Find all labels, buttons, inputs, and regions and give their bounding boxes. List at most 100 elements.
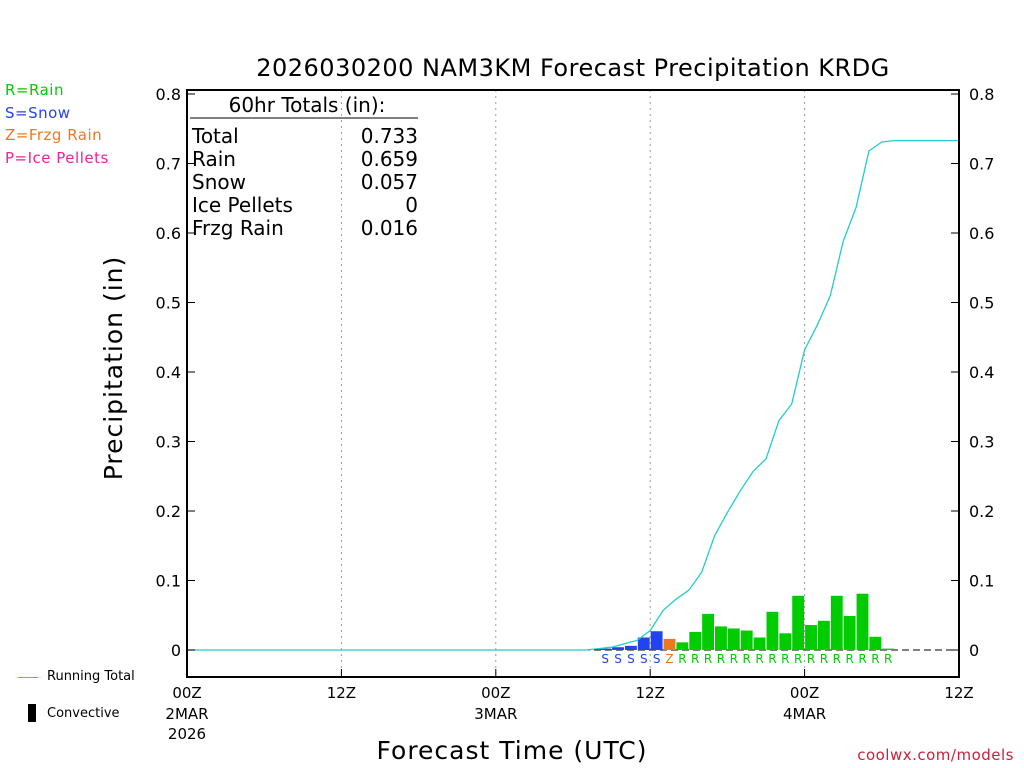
- totals-label: Frzg Rain: [192, 216, 284, 240]
- totals-label: Rain: [192, 147, 236, 171]
- precip-type-label: R: [845, 652, 853, 666]
- precip-bar: [753, 637, 766, 650]
- precip-type-label: R: [858, 652, 866, 666]
- precip-bar: [843, 615, 856, 650]
- x-tick-year: 2026: [168, 725, 206, 743]
- precip-type-label: S: [640, 652, 648, 666]
- totals-header: 60hr Totals (in):: [229, 93, 386, 117]
- precip-bar: [715, 626, 727, 650]
- y-tick-label-left: 0.6: [156, 224, 181, 243]
- precip-bar: [817, 620, 830, 650]
- precip-type-label: R: [730, 652, 738, 666]
- precip-type-label: S: [601, 652, 609, 666]
- running-total-swatch: [18, 677, 38, 678]
- y-tick-label-right: 0.8: [969, 85, 994, 104]
- running-total-line: [187, 139, 959, 651]
- convective-swatch: [28, 704, 36, 722]
- y-tick-label-left: 0.3: [156, 433, 181, 452]
- x-tick-label: 12Z: [636, 684, 665, 702]
- precip-type-label: R: [704, 652, 712, 666]
- precip-bar: [766, 611, 779, 650]
- precip-bar: [792, 595, 805, 650]
- precip-type-label: S: [627, 652, 635, 666]
- y-tick-label-left: 0.1: [156, 572, 181, 591]
- precip-bar: [727, 628, 740, 650]
- precip-bar: [650, 631, 663, 650]
- precip-bar: [676, 642, 689, 650]
- y-tick-label-left: 0.5: [156, 294, 181, 313]
- precip-type-label: R: [807, 652, 815, 666]
- y-tick-label-left: 0.7: [156, 155, 181, 174]
- precip-bar: [740, 630, 753, 650]
- precip-bar: [830, 595, 843, 650]
- y-tick-label-right: 0.4: [969, 363, 994, 382]
- precip-type-label: R: [794, 652, 802, 666]
- totals-label: Total: [191, 124, 239, 148]
- precip-type-label: R: [691, 652, 699, 666]
- y-tick-label-right: 0.7: [969, 155, 994, 174]
- x-tick-date: 2MAR: [165, 705, 208, 723]
- precip-type-label: R: [781, 652, 789, 666]
- precip-type-label: R: [678, 652, 686, 666]
- totals-value: 0.659: [361, 147, 418, 171]
- legend-convective: Convective: [47, 706, 120, 721]
- legend-running-total: Running Total: [47, 669, 135, 684]
- totals-value: 0.016: [361, 216, 418, 240]
- totals-value: 0: [405, 193, 418, 217]
- precip-type-label: R: [743, 652, 751, 666]
- y-tick-label-left: 0.4: [156, 363, 181, 382]
- x-axis-title: Forecast Time (UTC): [377, 736, 648, 765]
- totals-value: 0.057: [361, 170, 418, 194]
- y-tick-label-left: 0.2: [156, 502, 181, 521]
- y-tick-label-left: 0: [171, 641, 181, 660]
- precip-type-label: Z: [665, 652, 673, 666]
- precip-bar: [856, 593, 869, 650]
- precip-bar: [637, 637, 650, 650]
- precip-type-label: R: [871, 652, 879, 666]
- precip-bar: [612, 647, 624, 650]
- totals-label: Snow: [192, 170, 246, 194]
- precip-bar: [599, 648, 612, 650]
- x-tick-date: 3MAR: [474, 705, 517, 723]
- precip-bar: [779, 633, 792, 650]
- y-tick-label-right: 0.5: [969, 294, 994, 313]
- precip-bar: [869, 636, 882, 650]
- precip-bar: [663, 638, 676, 650]
- x-tick-label: 00Z: [172, 684, 201, 702]
- precip-type-label: S: [653, 652, 661, 666]
- precip-bar: [805, 624, 817, 650]
- precip-type-label: R: [884, 652, 892, 666]
- precip-bar: [702, 613, 715, 650]
- legend-ice-pellets: P=Ice Pellets: [5, 149, 109, 167]
- chart-title: 2026030200 NAM3KM Forecast Precipitation…: [256, 54, 890, 82]
- x-tick-label: 12Z: [944, 684, 973, 702]
- y-axis-title: Precipitation (in): [99, 256, 128, 481]
- precip-type-label: R: [833, 652, 841, 666]
- y-tick-label-left: 0.8: [156, 85, 181, 104]
- plot-frame: [186, 89, 960, 678]
- precip-bar: [689, 631, 702, 650]
- legend-rain: R=Rain: [5, 81, 64, 99]
- precip-type-label: S: [614, 652, 622, 666]
- y-tick-label-right: 0.2: [969, 502, 994, 521]
- legend-snow: S=Snow: [5, 104, 71, 122]
- x-tick-label: 00Z: [481, 684, 510, 702]
- precip-type-label: R: [768, 652, 776, 666]
- x-tick-date: 4MAR: [783, 705, 826, 723]
- precip-bar: [624, 645, 637, 650]
- precip-type-label: R: [755, 652, 763, 666]
- credit-link[interactable]: coolwx.com/models: [857, 746, 1014, 764]
- x-tick-label: 12Z: [327, 684, 356, 702]
- totals-value: 0.733: [361, 124, 418, 148]
- y-tick-label-right: 0.3: [969, 433, 994, 452]
- y-tick-label-right: 0.1: [969, 572, 994, 591]
- precip-type-label: R: [717, 652, 725, 666]
- precip-type-label: R: [820, 652, 828, 666]
- totals-label: Ice Pellets: [192, 193, 293, 217]
- y-tick-label-right: 0: [969, 641, 979, 660]
- legend-frzg-rain: Z=Frzg Rain: [5, 126, 103, 144]
- precip-bar: [882, 648, 895, 650]
- x-tick-label: 00Z: [790, 684, 819, 702]
- y-tick-label-right: 0.6: [969, 224, 994, 243]
